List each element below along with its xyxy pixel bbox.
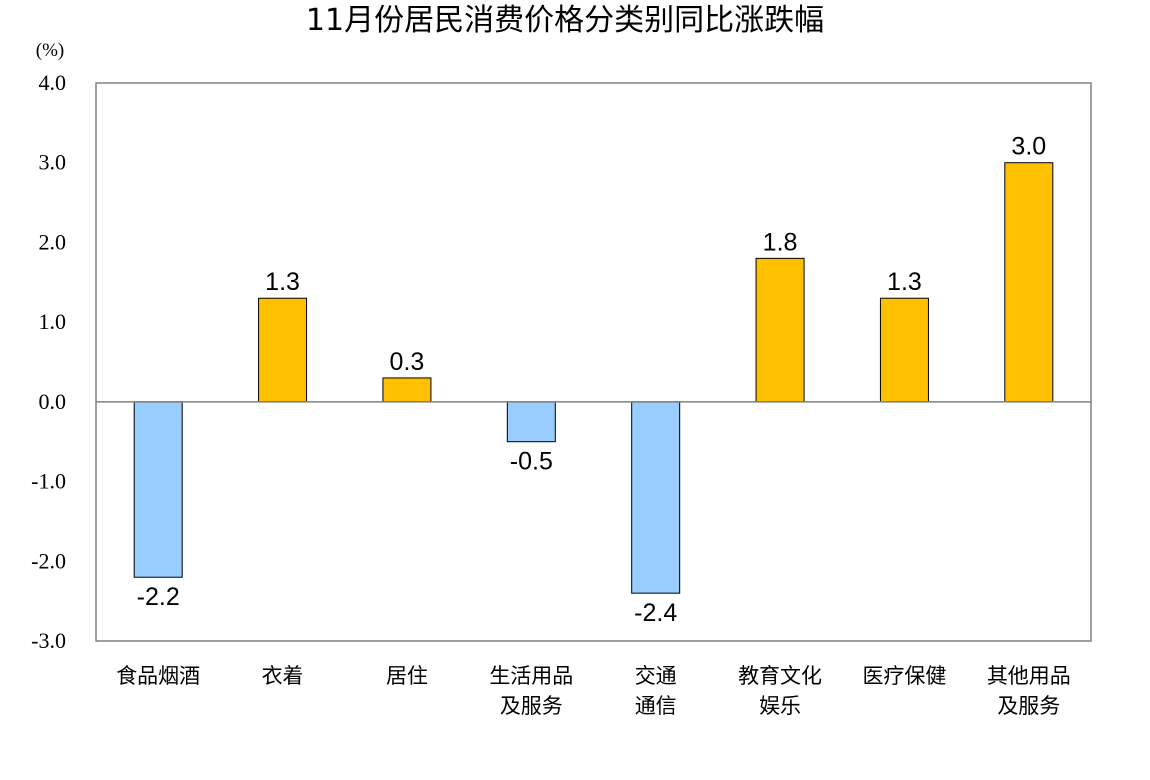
data-label: 3.0 [1011,133,1046,161]
bar [506,401,556,443]
data-label: -2.2 [137,583,180,611]
bar [1004,162,1054,403]
y-tick-label: -1.0 [31,469,66,494]
chart-title: 11月份居民消费价格分类别同比涨跌幅 [306,3,824,38]
y-tick-label: -3.0 [31,628,66,653]
x-tick-label: 娱乐 [759,694,801,718]
data-labels: -2.2 1.3 0.3 -0.5 -2.4 1.8 1.3 3.0 [137,133,1047,627]
data-label: -2.4 [634,599,677,627]
x-tick-label: 居住 [386,664,428,688]
x-tick-label: 食品烟酒 [116,664,200,688]
y-tick-label: 1.0 [39,309,67,334]
y-tick-label: 0.0 [39,389,67,414]
y-unit-label: (%) [36,40,64,61]
plot-frame [95,82,1092,642]
x-tick-label: 衣着 [262,664,304,688]
bar-series [133,162,1054,594]
x-tick-label: 教育文化 [738,664,822,688]
bar [755,257,805,403]
bar [382,377,432,403]
x-tick-label: 通信 [635,694,677,718]
y-tick-label: 2.0 [39,229,67,254]
bar [879,297,929,403]
x-tick-label: 及服务 [500,694,563,718]
x-tick-label: 其他用品 [987,664,1071,688]
data-label: 0.3 [390,348,425,376]
x-tick-label: 及服务 [997,694,1060,718]
data-label: -0.5 [510,448,553,476]
y-axis: 4.0 3.0 2.0 1.0 0.0 -1.0 -2.0 -3.0 [31,70,66,653]
x-tick-label: 生活用品 [489,664,573,688]
y-tick-label: 4.0 [39,70,67,95]
bar [258,297,308,403]
y-tick-label: 3.0 [39,150,67,175]
x-tick-label: 交通 [635,664,677,688]
data-label: 1.3 [265,268,300,296]
data-label: 1.8 [763,228,798,256]
bar [133,401,183,578]
x-tick-label: 医疗保健 [862,664,946,688]
bar [631,401,681,594]
data-label: 1.3 [887,268,922,296]
y-tick-label: -2.0 [31,548,66,573]
